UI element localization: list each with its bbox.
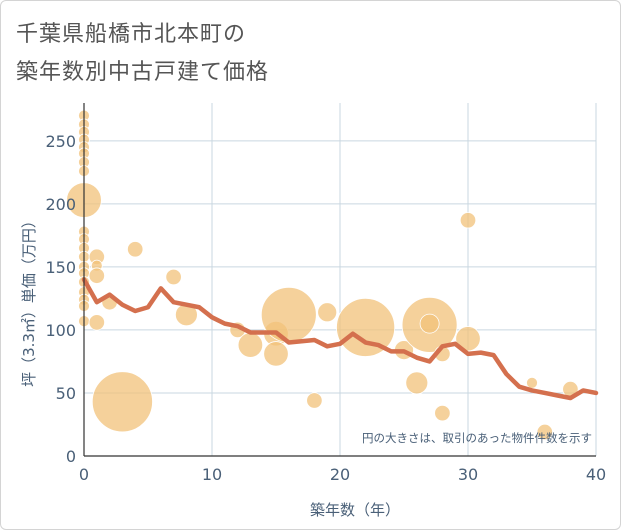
x-tick-label: 10 bbox=[202, 465, 222, 484]
bubble-point bbox=[89, 315, 105, 331]
bubble-point bbox=[166, 269, 182, 285]
x-axis-label: 築年数（年） bbox=[310, 501, 400, 519]
bubble-point bbox=[406, 372, 428, 394]
bubble-point bbox=[420, 314, 439, 333]
x-tick-label: 0 bbox=[79, 465, 89, 484]
bubble-point bbox=[318, 303, 337, 322]
size-legend-note: 円の大きさは、取引のあった物件件数を示す bbox=[362, 431, 592, 445]
grid-lines bbox=[84, 103, 596, 456]
y-tick-label: 50 bbox=[56, 384, 76, 403]
bubble-point bbox=[92, 372, 152, 432]
y-tick-label: 150 bbox=[45, 258, 76, 277]
scatter-chart: 0 10 20 30 40 0 50 100 150 200 250 円の大きさは、取引のあった物件… bbox=[0, 0, 621, 530]
y-tick-label: 100 bbox=[45, 321, 76, 340]
y-tick-label: 0 bbox=[66, 447, 76, 466]
bubble-point bbox=[89, 268, 105, 284]
y-tick-label: 250 bbox=[45, 132, 76, 151]
y-tick-label: 200 bbox=[45, 195, 76, 214]
bubble-point bbox=[435, 405, 451, 421]
y-axis-label: 坪（3.3㎡）単価（万円） bbox=[20, 213, 38, 387]
bubble-point bbox=[238, 333, 263, 358]
bubble-series bbox=[67, 110, 579, 440]
bubble-point bbox=[527, 377, 538, 388]
bubble-point bbox=[264, 342, 289, 367]
x-tick-label: 30 bbox=[458, 465, 478, 484]
bubble-point bbox=[127, 241, 143, 257]
x-tick-label: 40 bbox=[586, 465, 606, 484]
bubble-point bbox=[460, 212, 476, 228]
x-tick-label: 20 bbox=[330, 465, 350, 484]
bubble-point bbox=[307, 393, 323, 409]
